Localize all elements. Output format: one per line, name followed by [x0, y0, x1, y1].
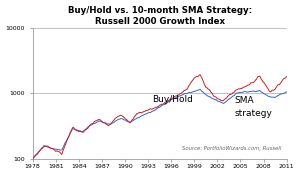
Text: Buy/Hold: Buy/Hold — [152, 95, 193, 104]
Text: strategy: strategy — [234, 109, 272, 118]
Text: SMA: SMA — [234, 96, 254, 105]
Text: Source: PortfolioWizards.com, Russell: Source: PortfolioWizards.com, Russell — [182, 146, 282, 151]
Title: Buy/Hold vs. 10-month SMA Strategy:
Russell 2000 Growth Index: Buy/Hold vs. 10-month SMA Strategy: Russ… — [68, 6, 252, 26]
